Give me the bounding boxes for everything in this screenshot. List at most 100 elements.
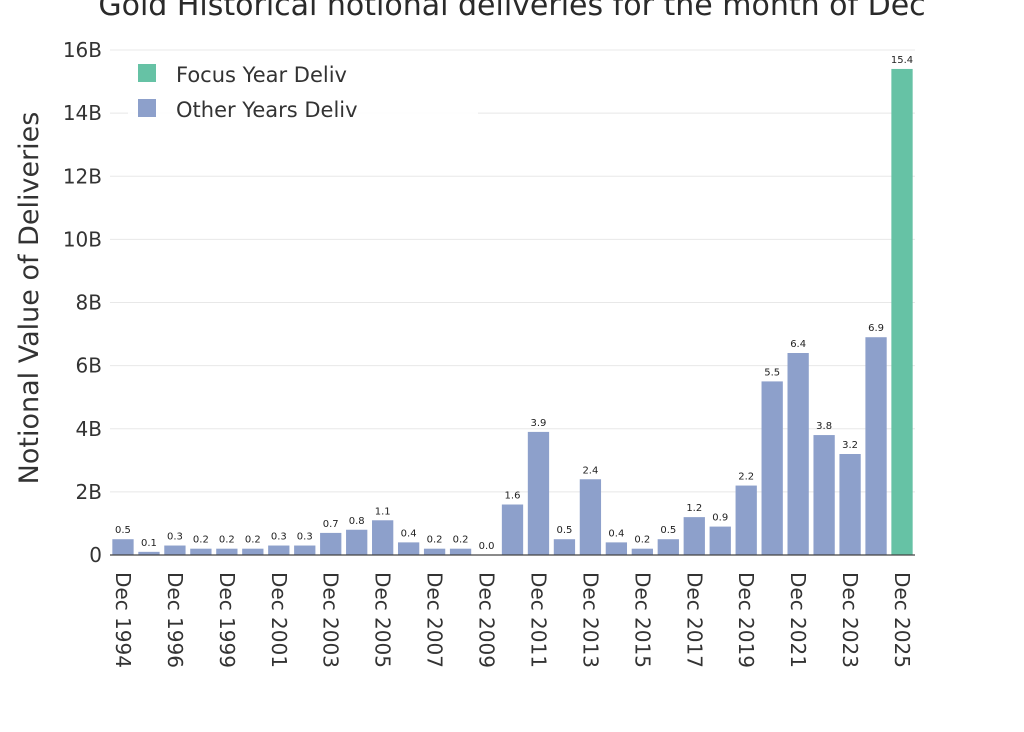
bar[interactable] [579, 479, 602, 555]
bar-data-label: 0.4 [401, 528, 417, 539]
bar[interactable] [449, 548, 472, 555]
bar[interactable] [268, 545, 290, 555]
bar-data-label: 0.2 [453, 535, 469, 546]
bar[interactable] [112, 539, 134, 555]
bar-data-label: 0.5 [556, 525, 572, 536]
bar[interactable] [138, 551, 160, 555]
bar-data-label: 0.2 [634, 535, 650, 546]
bar-data-label: 1.1 [375, 506, 391, 517]
bar[interactable] [761, 381, 783, 555]
bar-data-label: 1.2 [686, 503, 702, 514]
bars [112, 68, 913, 556]
bar-data-label: 6.4 [790, 339, 806, 350]
bar[interactable] [294, 545, 316, 555]
x-tick-label: Dec 2015 [630, 572, 654, 668]
x-tick-label: Dec 2021 [786, 572, 810, 668]
x-tick-label: Dec 2023 [838, 572, 862, 668]
bar-data-label: 3.9 [531, 418, 547, 429]
legend-entry-label[interactable]: Focus Year Deliv [176, 63, 347, 87]
data-labels: 0.5 0.1 0.3 0.2 0.2 0.2 0.3 0.3 0.7 0.8 1.1 0.4 0.2 0… [115, 55, 913, 552]
bar-data-label: 0.2 [219, 535, 235, 546]
legend-swatch[interactable] [138, 99, 156, 117]
x-tick-label: Dec 2007 [423, 572, 447, 668]
bar[interactable] [346, 529, 368, 555]
bar-data-label: 3.8 [816, 421, 832, 432]
bar-data-label: 0.3 [271, 532, 287, 543]
bar[interactable] [891, 68, 913, 555]
bar-data-label: 0.1 [141, 538, 157, 549]
x-tick-label: Dec 2017 [682, 572, 706, 668]
x-tick-label: Dec 1999 [215, 572, 239, 668]
bar[interactable] [735, 485, 757, 555]
x-tick-label: Dec 2005 [371, 572, 395, 668]
bar[interactable] [372, 520, 394, 555]
x-tick-label: Dec 2009 [475, 572, 499, 668]
x-tick-label: Dec 2025 [890, 572, 914, 668]
bar[interactable] [631, 548, 653, 555]
bar[interactable] [813, 435, 835, 555]
y-axis: 0 2B 4B 6B 8B 10B 12B 14B 16B [63, 38, 915, 567]
bar-data-label: 0.3 [297, 532, 313, 543]
bar[interactable] [397, 542, 420, 555]
legend-swatch[interactable] [138, 64, 156, 82]
legend-background [128, 56, 478, 122]
bar[interactable] [553, 539, 576, 555]
bar-data-label: 2.2 [738, 472, 754, 483]
y-tick-label: 8B [76, 291, 102, 315]
x-tick-label: Dec 2003 [319, 572, 343, 668]
x-tick-label: Dec 2013 [578, 572, 602, 668]
bar[interactable] [657, 539, 679, 555]
bar[interactable] [216, 548, 238, 555]
legend-entry-label[interactable]: Other Years Deliv [176, 98, 358, 122]
legend[interactable]: Focus Year Deliv Other Years Deliv [128, 56, 478, 122]
bar-data-label: 15.4 [891, 55, 913, 66]
y-tick-label: 12B [63, 164, 102, 188]
bar-data-label: 0.7 [323, 519, 339, 530]
y-tick-label: 4B [76, 417, 102, 441]
bar-data-label: 0.8 [349, 516, 365, 527]
bar-data-label: 0.2 [427, 535, 443, 546]
chart-title: Gold Historical notional deliveries for … [98, 0, 926, 23]
bar[interactable] [320, 532, 342, 555]
x-tick-label: Dec 2001 [267, 572, 291, 668]
bar-data-label: 2.4 [582, 465, 598, 476]
y-tick-label: 2B [76, 480, 102, 504]
bar-data-label: 0.2 [245, 535, 261, 546]
bar[interactable] [242, 548, 264, 555]
bar[interactable] [527, 431, 550, 555]
bar[interactable] [190, 548, 212, 555]
bar-data-label: 0.2 [193, 535, 209, 546]
bar-data-label: 3.2 [842, 440, 858, 451]
x-tick-label: Dec 1994 [111, 572, 135, 668]
y-tick-label: 16B [63, 38, 102, 62]
bar[interactable] [164, 545, 186, 555]
y-axis-label: Notional Value of Deliveries [14, 112, 45, 485]
y-tick-label: 10B [63, 227, 102, 251]
bar[interactable] [605, 542, 628, 555]
bar[interactable] [787, 353, 809, 555]
y-tick-label: 0 [89, 543, 102, 567]
bar[interactable] [865, 337, 887, 555]
bar-data-label: 6.9 [868, 323, 884, 334]
y-tick-label: 6B [76, 354, 102, 378]
y-tick-label: 14B [63, 101, 102, 125]
bar[interactable] [683, 517, 705, 555]
gridlines [110, 49, 915, 493]
bar-data-label: 0.0 [479, 541, 495, 552]
x-tick-label: Dec 2019 [734, 572, 758, 668]
bar-data-label: 0.5 [115, 525, 131, 536]
bar[interactable] [709, 526, 731, 555]
bar[interactable] [839, 454, 861, 555]
bar-data-label: 5.5 [764, 367, 780, 378]
bar-data-label: 0.9 [712, 513, 728, 524]
bar-data-label: 1.6 [505, 491, 521, 502]
bar-data-label: 0.3 [167, 532, 183, 543]
bar[interactable] [423, 548, 446, 555]
bar-data-label: 0.5 [660, 525, 676, 536]
bar-data-label: 0.4 [608, 528, 624, 539]
bar[interactable] [501, 504, 524, 556]
x-axis: Dec 1994 Dec 1996 Dec 1999 Dec 2001 Dec 2003… [111, 572, 914, 668]
x-tick-label: Dec 2011 [526, 572, 550, 668]
x-tick-label: Dec 1996 [163, 572, 187, 668]
